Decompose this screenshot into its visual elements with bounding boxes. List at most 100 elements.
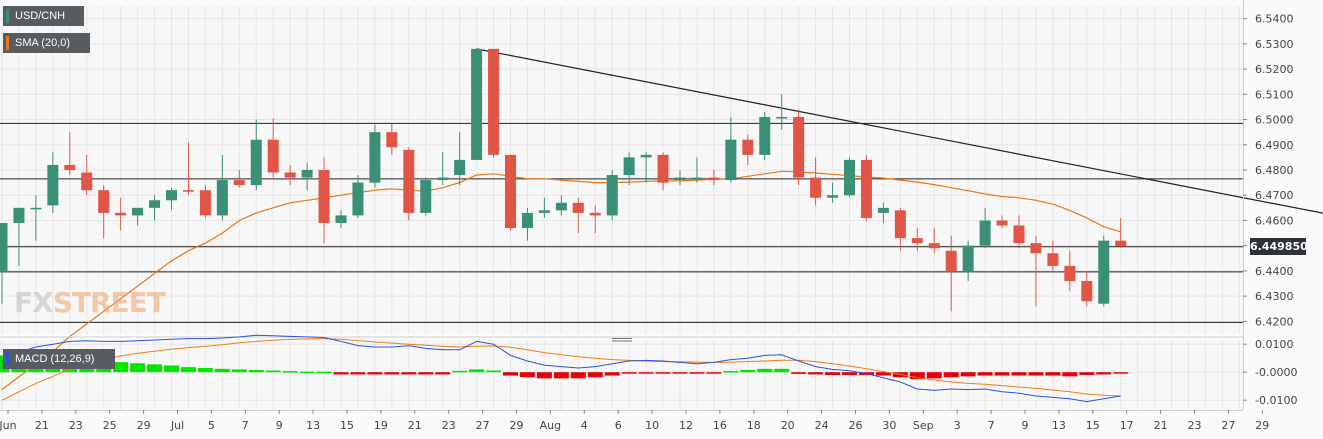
sma-legend[interactable]: SMA (20,0) bbox=[3, 33, 90, 53]
candle-body bbox=[708, 177, 720, 181]
candle-body bbox=[776, 117, 788, 119]
macd-histogram-bar bbox=[316, 371, 332, 374]
candle-body bbox=[996, 220, 1008, 226]
candle-body bbox=[759, 117, 771, 155]
sma-swatch bbox=[6, 36, 9, 50]
candle-body bbox=[589, 212, 601, 216]
candle-body bbox=[47, 164, 59, 206]
macd-histogram-bar bbox=[808, 372, 824, 375]
macd-histogram-bar bbox=[180, 367, 196, 373]
candle-body bbox=[1098, 240, 1110, 304]
candle-body bbox=[166, 190, 177, 201]
price-tick-label: 6.5400 bbox=[1255, 13, 1294, 26]
time-tick-label: 25 bbox=[103, 419, 117, 432]
macd-histogram-bar bbox=[519, 372, 535, 378]
candle-body bbox=[572, 202, 584, 213]
macd-histogram-bar bbox=[384, 372, 400, 375]
price-tick-label: 6.4200 bbox=[1255, 315, 1294, 328]
macd-histogram-bar bbox=[435, 372, 451, 375]
candle-body bbox=[538, 210, 550, 213]
candle-body bbox=[352, 182, 364, 216]
macd-line bbox=[1, 334, 1121, 403]
candle-body bbox=[199, 190, 211, 216]
macd-histogram-bar bbox=[774, 368, 790, 373]
macd-histogram-bar bbox=[299, 371, 315, 374]
time-tick-label: 30 bbox=[882, 419, 896, 432]
price-tick-label: 6.5000 bbox=[1255, 114, 1294, 127]
macd-histogram-bar bbox=[825, 372, 841, 375]
time-tick-label: 5 bbox=[208, 419, 215, 432]
candle-body bbox=[623, 157, 635, 176]
time-tick-label: 27 bbox=[1221, 419, 1235, 432]
candle-body bbox=[488, 48, 500, 155]
macd-histogram-bar bbox=[1113, 372, 1129, 374]
time-tick-label: 13 bbox=[306, 419, 320, 432]
candle-body bbox=[233, 180, 245, 186]
time-tick-label: 21 bbox=[35, 419, 49, 432]
price-axis-ticks: 6.5400 6.5300 6.5200 6.5100 6.5000 6.4900 6.48… bbox=[1243, 13, 1297, 407]
time-tick-label: 21 bbox=[408, 419, 422, 432]
macd-histogram-bar bbox=[791, 372, 807, 374]
macd-histogram-bar bbox=[147, 364, 163, 373]
price-tick-label: 6.4900 bbox=[1255, 139, 1294, 152]
time-tick-label: 9 bbox=[1022, 419, 1029, 432]
candle-body bbox=[420, 180, 432, 213]
candle-body bbox=[555, 202, 567, 211]
macd-histogram-bar bbox=[570, 372, 586, 379]
price-tick-label: 6.4300 bbox=[1255, 290, 1294, 303]
macd-histogram-bar bbox=[367, 372, 383, 375]
macd-histogram-bar bbox=[621, 372, 637, 374]
candle-body bbox=[657, 154, 669, 183]
candle-body bbox=[810, 177, 822, 198]
candle-body bbox=[1013, 225, 1025, 244]
macd-histogram-bar bbox=[553, 372, 569, 379]
candle-body bbox=[844, 159, 855, 196]
candle-body bbox=[606, 175, 618, 216]
candle-body bbox=[640, 154, 652, 158]
candle-body bbox=[911, 238, 923, 244]
time-tick-label: 9 bbox=[276, 419, 283, 432]
time-tick-label: 17 bbox=[1120, 419, 1134, 432]
candle-body bbox=[0, 222, 8, 271]
candle-body bbox=[962, 245, 974, 271]
macd-histogram-bar bbox=[706, 372, 722, 374]
candle-body bbox=[318, 170, 330, 223]
macd-histogram-bar bbox=[536, 372, 552, 379]
macd-histogram-bar bbox=[638, 372, 654, 374]
macd-histogram-bar bbox=[994, 372, 1010, 376]
time-tick-label: 29 bbox=[1255, 419, 1269, 432]
time-tick-label: 6 bbox=[615, 419, 622, 432]
macd-histogram-bar bbox=[401, 372, 417, 375]
candle-body bbox=[216, 180, 228, 216]
candle-body bbox=[521, 212, 533, 229]
macd-histogram-bar bbox=[757, 368, 773, 373]
macd-histogram-bar bbox=[130, 363, 146, 373]
macd-tick-label: -0.0100 bbox=[1255, 394, 1297, 407]
macd-legend[interactable]: MACD (12,26,9) bbox=[3, 349, 115, 369]
candle-body bbox=[81, 172, 93, 191]
macd-histogram-bar bbox=[113, 362, 129, 373]
time-tick-label: 4 bbox=[581, 419, 588, 432]
candle-body bbox=[284, 172, 296, 178]
candle-body bbox=[115, 212, 127, 216]
macd-signal-line bbox=[1, 338, 1121, 401]
macd-histogram-bar bbox=[672, 372, 688, 374]
time-tick-label: 15 bbox=[340, 419, 354, 432]
candle-body bbox=[30, 207, 42, 210]
time-tick-label: 23 bbox=[1188, 419, 1202, 432]
time-tick-label: Jul bbox=[170, 419, 184, 432]
candle-body bbox=[725, 139, 737, 181]
macd-histogram-bar bbox=[1096, 372, 1112, 375]
price-tick-label: 6.5100 bbox=[1255, 88, 1294, 101]
macd-histogram-bar bbox=[977, 372, 993, 376]
price-tick-label: 6.5300 bbox=[1255, 38, 1294, 51]
candle-body bbox=[505, 154, 516, 229]
candle-body bbox=[1064, 265, 1076, 282]
time-tick-label: Sep bbox=[913, 419, 934, 432]
instrument-legend[interactable]: USD/CNH bbox=[3, 6, 84, 26]
fxstreet-watermark: FXSTREET bbox=[14, 286, 166, 319]
watermark-fx: FX bbox=[14, 286, 54, 319]
candles bbox=[0, 48, 1127, 312]
macd-histogram-bar bbox=[282, 371, 298, 373]
